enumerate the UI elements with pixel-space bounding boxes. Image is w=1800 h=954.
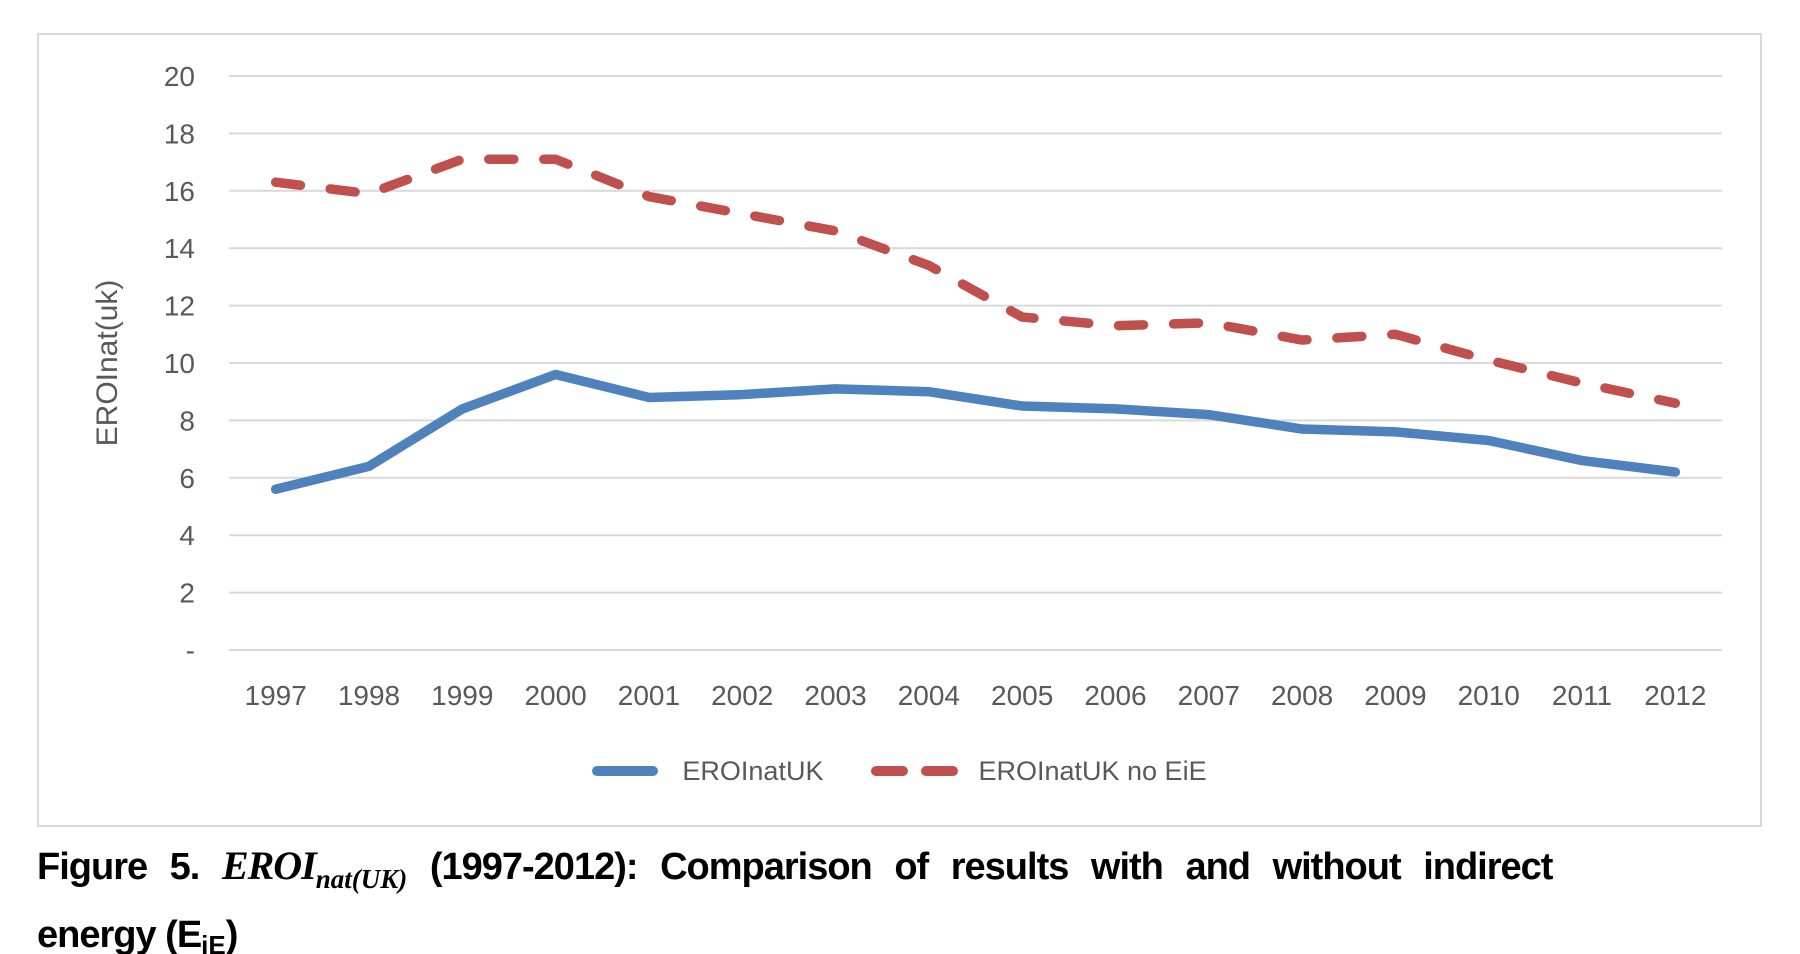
- legend-item-eroinatuk: EROInatUK: [592, 756, 823, 787]
- caption-line2-text: energy (E: [37, 914, 202, 954]
- x-tick-label: 2008: [1271, 680, 1333, 711]
- legend-label: EROInatUK: [682, 755, 824, 786]
- y-tick-label: 2: [179, 578, 195, 609]
- caption-line2-close: ): [225, 914, 239, 954]
- x-tick-label: 2006: [1084, 680, 1146, 711]
- x-tick-label: 2011: [1552, 680, 1612, 711]
- x-tick-label: 2012: [1644, 680, 1706, 711]
- x-tick-label: 1997: [245, 680, 307, 711]
- chart-panel: - 2 4 6 8 10 12 14 16 18 20 1997 1998 1999 2000 2001 200…: [37, 33, 1762, 827]
- x-tick-label: 2003: [804, 680, 866, 711]
- legend-item-eroinatuk-no-eie: EROInatUK no EiE: [871, 755, 1207, 787]
- caption-line-2: energy (EiE): [37, 907, 1637, 954]
- x-tick-label: 2000: [524, 680, 586, 711]
- y-tick-label: 20: [164, 61, 195, 92]
- x-tick-label: 2001: [618, 680, 680, 711]
- y-tick-label: 16: [164, 176, 195, 207]
- y-tick-label: 18: [164, 118, 195, 149]
- x-tick-label: 1999: [431, 680, 493, 711]
- x-tick-label: 2002: [711, 680, 773, 711]
- y-tick-label: 10: [164, 348, 195, 379]
- chart-legend: EROInatUK EROInatUK no EiE: [39, 747, 1760, 795]
- series-line-eroinatuk: [270, 369, 1681, 495]
- x-tick-label: 2009: [1364, 680, 1426, 711]
- legend-swatch-dashed-line: [871, 766, 959, 776]
- legend-dash: [871, 766, 909, 776]
- y-tick-label: 4: [179, 520, 195, 551]
- x-tick-label: 2007: [1178, 680, 1240, 711]
- legend-swatch-solid-line: [592, 766, 659, 776]
- caption-math-term: EROI: [221, 843, 317, 888]
- y-axis-title: EROInat(uk): [91, 280, 124, 447]
- x-tick-label: 2004: [898, 680, 960, 711]
- series-line-eroinatuk-no-eie: [270, 154, 1681, 408]
- y-tick-label: -: [186, 635, 195, 666]
- x-tick-label: 1998: [338, 680, 400, 711]
- legend-dash: [921, 766, 959, 776]
- caption-math-subscript: nat(UK): [315, 864, 408, 894]
- y-tick-label: 14: [164, 233, 195, 264]
- caption-line1-text: (1997-2012): Comparison of results with …: [429, 846, 1554, 888]
- y-tick-label: 12: [164, 291, 195, 322]
- line-chart: - 2 4 6 8 10 12 14 16 18 20 1997 1998 1999 2000 2001 200…: [91, 61, 1722, 711]
- y-tick-label: 8: [179, 405, 195, 436]
- y-tick-label: 6: [179, 463, 195, 494]
- x-tick-label: 2010: [1458, 680, 1520, 711]
- legend-label: EROInatUK no EiE: [978, 755, 1207, 786]
- caption-figure-label: Figure 5.: [37, 846, 200, 888]
- caption-line2-subscript: iE: [201, 930, 226, 954]
- x-tick-label: 2005: [991, 680, 1053, 711]
- figure-caption: Figure 5. EROInat(UK) (1997-2012): Compa…: [37, 838, 1637, 954]
- caption-line-1: Figure 5. EROInat(UK) (1997-2012): Compa…: [37, 838, 1637, 907]
